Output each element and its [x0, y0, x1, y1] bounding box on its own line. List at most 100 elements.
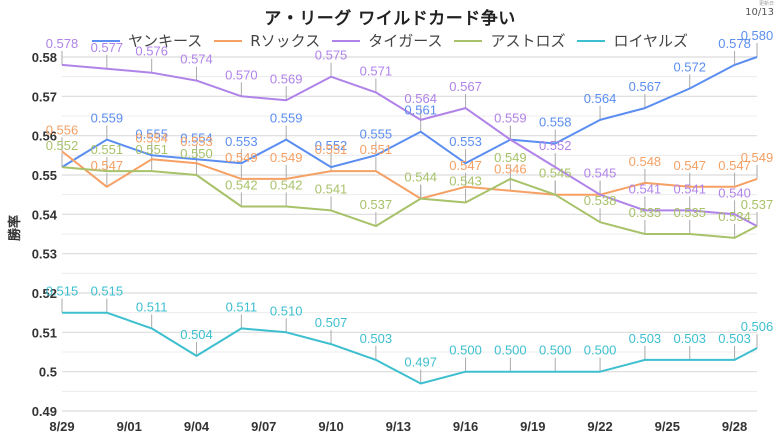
data-label: 0.574: [180, 52, 213, 67]
data-label: 0.537: [360, 197, 393, 212]
data-label: 0.540: [718, 185, 751, 200]
data-label: 0.576: [135, 44, 168, 59]
y-tick-label: 0.51: [32, 325, 57, 340]
legend-swatch: [214, 39, 243, 42]
data-label: 0.561: [404, 103, 437, 118]
data-label: 0.503: [673, 331, 706, 346]
data-label: 0.558: [539, 115, 572, 130]
x-tick-label: 9/01: [117, 419, 142, 434]
gridlines: [62, 56, 757, 412]
legend-swatch: [332, 39, 361, 42]
data-label: 0.547: [718, 158, 751, 173]
data-label: 0.511: [226, 299, 258, 314]
data-label: 0.541: [315, 181, 348, 196]
x-tick-label: 9/10: [318, 419, 343, 434]
data-label: 0.570: [225, 67, 258, 82]
x-tick-label: 9/16: [453, 419, 478, 434]
data-label: 0.578: [718, 36, 751, 51]
legend-item-royals[interactable]: ロイヤルズ: [577, 30, 688, 51]
y-tick-label: 0.56: [32, 129, 57, 144]
x-tick-label: 9/07: [251, 419, 276, 434]
data-label: 0.549: [741, 150, 774, 165]
x-tick-label: 8/29: [49, 419, 74, 434]
data-label: 0.577: [91, 40, 124, 55]
legend-label: Rソックス: [250, 32, 321, 50]
data-label: 0.542: [225, 177, 258, 192]
legend-swatch: [454, 39, 483, 42]
x-tick-label: 9/19: [520, 419, 545, 434]
data-label: 0.500: [584, 343, 617, 358]
legend-label: タイガース: [368, 32, 443, 50]
data-label: 0.497: [404, 354, 437, 369]
data-label: 0.553: [225, 134, 258, 149]
chart-legend: ヤンキース Rソックス タイガース アストロズ ロイヤルズ: [0, 30, 780, 51]
y-tick-label: 0.49: [32, 404, 57, 419]
y-tick-label: 0.55: [32, 168, 57, 183]
legend-label: アストロズ: [490, 32, 566, 50]
data-label: 0.559: [270, 111, 303, 126]
data-label: 0.555: [360, 126, 393, 141]
data-label: 0.543: [449, 174, 482, 189]
data-label: 0.569: [270, 71, 303, 86]
data-label: 0.547: [91, 158, 124, 173]
legend-item-yankees[interactable]: ヤンキース: [91, 30, 202, 51]
data-label: 0.544: [404, 170, 437, 185]
data-label: 0.511: [136, 299, 168, 314]
x-tick-label: 9/25: [655, 419, 680, 434]
data-label: 0.575: [315, 48, 348, 63]
data-label: 0.510: [270, 303, 303, 318]
x-axis: 8/29 9/01 9/04 9/07 9/10 9/13 9/16 9/19 9/22 9/25…: [49, 419, 747, 434]
data-label: 0.541: [673, 181, 706, 196]
data-label: 0.534: [718, 209, 751, 224]
data-label: 0.515: [46, 284, 79, 299]
data-label: 0.542: [270, 177, 303, 192]
y-axis: 0.58 0.57 0.56 0.55 0.54 0.53 0.52 0.51 0.5 0.49: [32, 50, 58, 419]
data-label: 0.551: [315, 142, 348, 157]
y-tick-label: 0.53: [32, 247, 57, 262]
data-label: 0.553: [180, 134, 213, 149]
data-label: 0.550: [180, 146, 213, 161]
data-label: 0.554: [180, 130, 213, 145]
data-label: 0.503: [360, 331, 393, 346]
data-label: 0.500: [539, 343, 572, 358]
data-label: 0.551: [135, 142, 168, 157]
data-label: 0.547: [449, 158, 482, 173]
data-label: 0.549: [494, 150, 527, 165]
data-label: 0.572: [673, 59, 706, 74]
data-label: 0.500: [449, 343, 482, 358]
chart-title: ア・リーグ ワイルドカード争い: [264, 9, 516, 29]
data-label: 0.545: [539, 166, 572, 181]
data-label: 0.507: [315, 315, 348, 330]
data-label: 0.537: [741, 197, 774, 212]
data-label: 0.559: [91, 111, 124, 126]
data-label: 0.564: [584, 91, 617, 106]
data-label: 0.538: [584, 193, 617, 208]
data-label: 0.549: [270, 150, 303, 165]
data-label: 0.551: [360, 142, 393, 157]
y-tick-label: 0.58: [32, 50, 57, 65]
data-label: 0.503: [718, 331, 751, 346]
legend-item-astros[interactable]: アストロズ: [454, 30, 565, 51]
y-tick-label: 0.54: [32, 207, 58, 222]
data-label: 0.564: [404, 91, 437, 106]
data-label: 0.559: [494, 111, 527, 126]
x-tick-label: 9/13: [386, 419, 411, 434]
data-label: 0.549: [225, 150, 258, 165]
data-label: 0.555: [135, 126, 168, 141]
legend-item-redsox[interactable]: Rソックス: [214, 30, 320, 51]
series-line-アストロズ: [61, 166, 758, 239]
legend-item-tigers[interactable]: タイガース: [332, 30, 442, 51]
data-label: 0.547: [673, 158, 706, 173]
legend-label: ロイヤルズ: [613, 32, 689, 50]
data-label: 0.546: [494, 162, 527, 177]
data-label: 0.551: [91, 142, 124, 157]
y-tick-label: 0.57: [32, 89, 57, 104]
x-tick-label: 9/04: [184, 419, 210, 434]
legend-swatch: [91, 39, 120, 42]
data-label: 0.552: [46, 138, 79, 153]
updated-date-value: 10/13: [745, 7, 774, 18]
data-label: 0.548: [629, 154, 662, 169]
data-label: 0.556: [46, 122, 79, 137]
